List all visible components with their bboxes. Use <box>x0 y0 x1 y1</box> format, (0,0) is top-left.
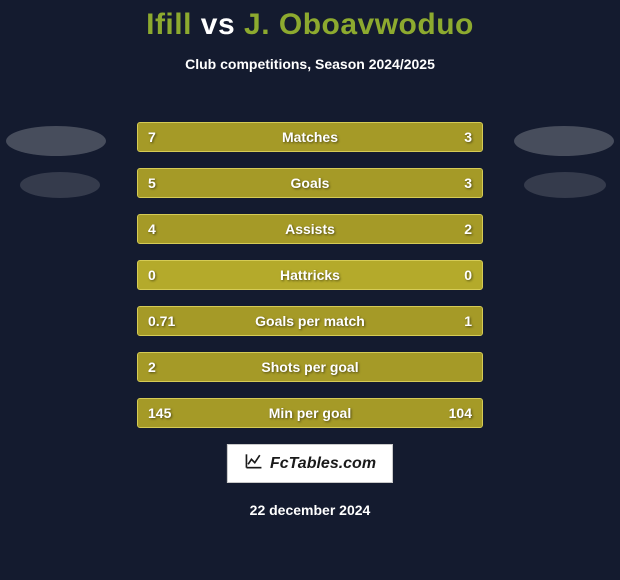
vs-text: vs <box>201 8 235 41</box>
stat-row: 53Goals <box>137 168 483 198</box>
ellipse-right-2 <box>524 172 606 198</box>
player2-name: J. Oboavwoduo <box>244 8 474 41</box>
stat-row: 42Assists <box>137 214 483 244</box>
subtitle: Club competitions, Season 2024/2025 <box>0 56 620 72</box>
stat-label: Goals <box>138 169 482 197</box>
stat-label: Hattricks <box>138 261 482 289</box>
footer-date: 22 december 2024 <box>0 502 620 518</box>
stat-row: 0.711Goals per match <box>137 306 483 336</box>
watermark: FcTables.com <box>227 444 393 483</box>
player1-name: Ifill <box>146 8 192 41</box>
ellipse-right-1 <box>514 126 614 156</box>
watermark-text: FcTables.com <box>270 455 376 473</box>
comparison-chart: 73Matches 53Goals 42Assists 00Hattricks 0.71… <box>137 122 483 444</box>
stat-label: Assists <box>138 215 482 243</box>
header: Ifill vs J. Oboavwoduo Club competitions… <box>0 0 620 72</box>
chart-icon <box>244 451 264 476</box>
stat-label: Goals per match <box>138 307 482 335</box>
ellipse-left-1 <box>6 126 106 156</box>
stat-row: 2Shots per goal <box>137 352 483 382</box>
stat-row: 145104Min per goal <box>137 398 483 428</box>
stat-row: 73Matches <box>137 122 483 152</box>
stat-label: Shots per goal <box>138 353 482 381</box>
page-title: Ifill vs J. Oboavwoduo <box>0 8 620 42</box>
ellipse-left-2 <box>20 172 100 198</box>
stat-label: Matches <box>138 123 482 151</box>
stat-label: Min per goal <box>138 399 482 427</box>
stat-row: 00Hattricks <box>137 260 483 290</box>
